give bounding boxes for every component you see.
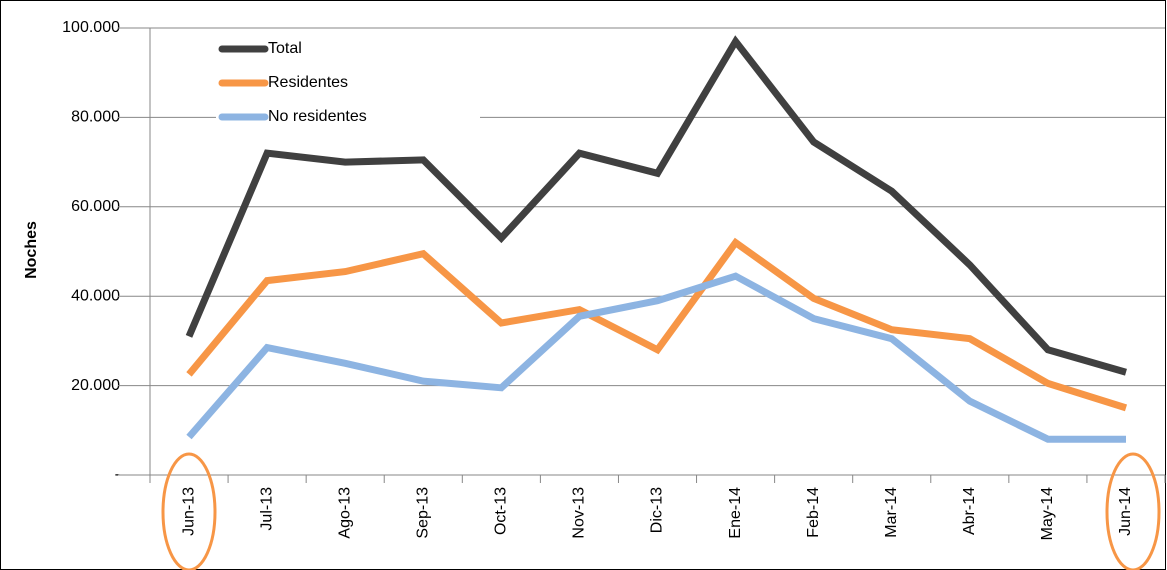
x-tick-label: May-14 xyxy=(1039,487,1056,540)
x-tick-label: Oct-13 xyxy=(493,487,510,535)
x-tick-label: Feb-14 xyxy=(805,487,822,538)
series-line xyxy=(186,272,1126,443)
x-tick-label: Jun-14 xyxy=(1117,487,1134,536)
x-tick-label: Nov-13 xyxy=(571,487,588,539)
legend-label: Total xyxy=(268,40,302,57)
x-tick-label: Jun-13 xyxy=(180,487,197,536)
x-tick-label: Sep-13 xyxy=(414,487,431,539)
legend-label: No residentes xyxy=(268,108,367,125)
y-tick-label: 100.000 xyxy=(62,19,120,36)
x-tick-label: Ene-14 xyxy=(727,487,744,539)
series-line xyxy=(185,35,1127,376)
y-tick-label: 20.000 xyxy=(71,377,120,394)
y-axis-title: Noches xyxy=(23,221,40,279)
legend: Total Residentes No residentes xyxy=(216,34,480,134)
y-tick-label: - xyxy=(115,466,120,483)
legend-label: Residentes xyxy=(268,74,348,91)
x-tick-label: Ago-13 xyxy=(336,487,353,539)
x-tick-label: Mar-14 xyxy=(883,487,900,538)
x-tick-label: Abr-14 xyxy=(961,487,978,535)
y-tick-label: 60.000 xyxy=(71,198,120,215)
y-tick-label: 80.000 xyxy=(71,109,120,126)
plot: - 20.000 40.000 60.000 80.000 100.000 Jun-13 Ju… xyxy=(62,19,1166,540)
x-tick-label: Dic-13 xyxy=(649,487,666,533)
highlight-ellipse xyxy=(1105,452,1161,570)
series-line xyxy=(186,237,1128,412)
x-tick-label: Jul-13 xyxy=(258,487,275,531)
y-tick-label: 40.000 xyxy=(71,287,120,304)
highlight-ellipse xyxy=(161,452,217,570)
